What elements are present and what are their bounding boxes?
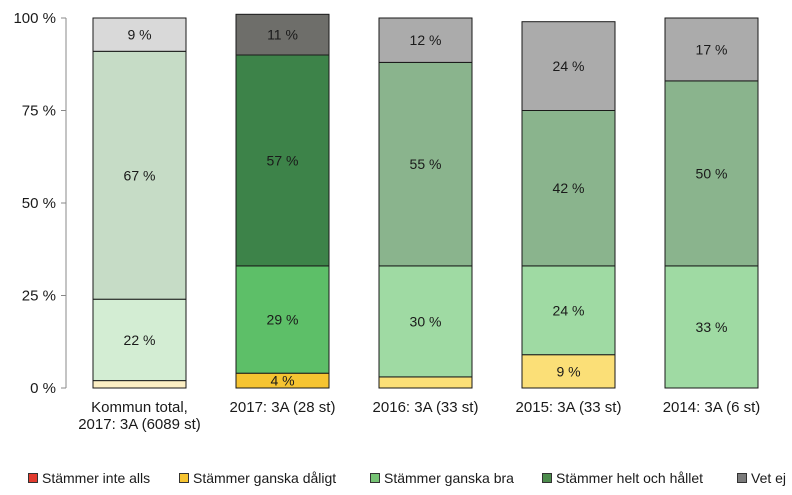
data-label: 4 % — [270, 373, 294, 389]
data-label: 50 % — [696, 165, 728, 181]
legend-label: Stämmer ganska bra — [384, 470, 514, 486]
bar-segment — [521, 21, 616, 112]
y-tick-label: 25 % — [22, 288, 56, 305]
data-label: 24 % — [553, 302, 585, 318]
legend-item: Stämmer helt och hållet — [542, 470, 703, 486]
data-label: 9 % — [556, 363, 580, 379]
legend-swatch — [28, 473, 38, 483]
data-label: 33 % — [696, 319, 728, 335]
bar-segment — [235, 265, 330, 374]
bar-segment — [664, 265, 759, 389]
x-tick-label: 2015: 3A (33 st) — [516, 399, 622, 416]
bar-segment — [92, 298, 187, 382]
data-label: 29 % — [267, 312, 299, 328]
data-label: 11 % — [267, 27, 298, 43]
legend-swatch — [737, 473, 747, 483]
bar-segment — [378, 376, 473, 389]
y-tick-label: 100 % — [13, 10, 56, 27]
stacked-bar-chart: 0 % 25 % 50 % 75 % 100 % 22 % 67 % 9 % Kommun to… — [13, 10, 761, 433]
x-tick-label: 2017: 3A (28 st) — [230, 399, 336, 416]
legend-item: Stämmer ganska bra — [370, 470, 514, 486]
legend-label: Stämmer helt och hållet — [556, 470, 704, 486]
data-label: 24 % — [553, 58, 585, 74]
x-tick-label: 2014: 3A (6 st) — [663, 399, 761, 416]
y-tick-label: 75 % — [22, 103, 56, 120]
bar-segment — [378, 61, 473, 267]
legend-item: Stämmer inte alls — [28, 470, 150, 486]
data-label: 30 % — [410, 313, 442, 329]
bar-segment — [92, 380, 187, 389]
legend: Stämmer inte alls Stämmer ganska dåligt St… — [0, 462, 792, 492]
bar-segment — [521, 110, 616, 267]
x-tick-label: Kommun total, — [91, 399, 188, 416]
bar-segment — [378, 17, 473, 63]
y-tick-label: 50 % — [22, 195, 56, 212]
bar-segment — [664, 80, 759, 267]
legend-swatch — [370, 473, 380, 483]
legend-item: Stämmer ganska dåligt — [179, 470, 336, 486]
legend-item: Vet ej — [737, 470, 786, 486]
data-label: 17 % — [696, 41, 728, 57]
data-label: 55 % — [410, 156, 442, 172]
bar-segment — [664, 17, 759, 82]
legend-label: Stämmer ganska dåligt — [193, 470, 337, 486]
x-tick-label: 2016: 3A (33 st) — [373, 399, 479, 416]
data-label: 22 % — [124, 332, 156, 348]
y-tick-label: 0 % — [30, 380, 56, 397]
x-tick-label: 2017: 3A (6089 st) — [78, 416, 201, 433]
legend-swatch — [179, 473, 189, 483]
bar-segment — [92, 50, 187, 300]
data-label: 57 % — [267, 152, 299, 168]
legend-label: Vet ej — [751, 470, 787, 486]
data-label: 67 % — [124, 167, 156, 183]
data-label: 42 % — [553, 180, 585, 196]
bar-segment — [235, 54, 330, 267]
legend-swatch — [542, 473, 552, 483]
data-label: 12 % — [410, 32, 442, 48]
data-label: 9 % — [127, 27, 151, 43]
bar-segment — [92, 17, 187, 52]
bar-segment — [235, 13, 330, 56]
bar-segment — [521, 354, 616, 389]
legend-label: Stämmer inte alls — [42, 470, 151, 486]
